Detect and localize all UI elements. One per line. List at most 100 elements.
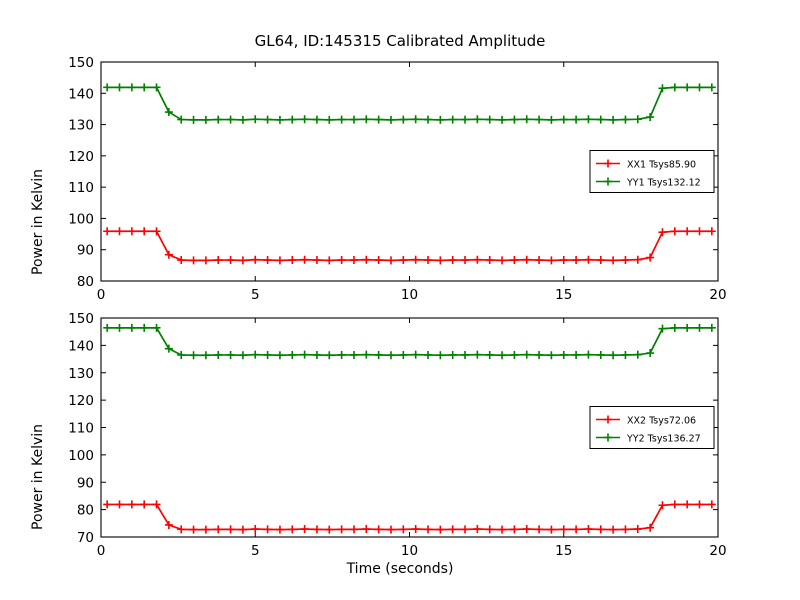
data-point-marker: [189, 115, 198, 124]
legend-entry-label: YY2 Tsys136.27: [626, 434, 701, 445]
data-point-marker: [461, 115, 470, 124]
data-point-marker: [288, 525, 297, 534]
data-point-marker: [325, 525, 334, 534]
data-point-marker: [436, 256, 445, 265]
data-point-marker: [522, 115, 531, 124]
data-point-marker: [658, 324, 667, 333]
data-point-marker: [572, 115, 581, 124]
data-point-marker: [572, 256, 581, 265]
data-point-marker: [201, 115, 210, 124]
legend-entry-label: YY1 Tsys132.12: [626, 178, 701, 189]
data-point-marker: [473, 115, 482, 124]
y-tick-label: 90: [77, 243, 94, 259]
y-tick-label: 80: [77, 274, 94, 290]
y-tick-label: 150: [68, 55, 94, 71]
data-point-marker: [399, 115, 408, 124]
data-point-marker: [152, 227, 161, 236]
data-point-marker: [152, 500, 161, 509]
data-point-marker: [473, 350, 482, 359]
x-tick-label: 10: [401, 543, 418, 559]
data-point-marker: [189, 525, 198, 534]
data-point-marker: [263, 525, 272, 534]
data-point-marker: [115, 500, 124, 509]
data-point-marker: [572, 350, 581, 359]
data-point-marker: [473, 525, 482, 534]
data-point-marker: [312, 350, 321, 359]
x-tick-label: 5: [251, 543, 260, 559]
data-point-marker: [103, 227, 112, 236]
data-point-marker: [498, 115, 507, 124]
data-point-marker: [312, 525, 321, 534]
y-tick-label: 120: [68, 149, 94, 165]
data-point-marker: [646, 349, 655, 358]
x-tick-label: 0: [97, 287, 106, 303]
legend[interactable]: XX1 Tsys85.90 YY1 Tsys132.12: [589, 150, 715, 193]
data-point-marker: [115, 83, 124, 92]
data-point-marker: [535, 115, 544, 124]
data-point-marker: [683, 500, 692, 509]
data-point-marker: [275, 525, 284, 534]
data-point-marker: [312, 256, 321, 265]
data-point-marker: [226, 115, 235, 124]
legend-entry-label: XX2 Tsys72.06: [627, 416, 696, 427]
data-point-marker: [325, 351, 334, 360]
data-point-marker: [337, 256, 346, 265]
data-point-marker: [596, 525, 605, 534]
data-point-marker: [214, 525, 223, 534]
y-tick-label: 100: [68, 448, 94, 464]
data-point-marker: [596, 350, 605, 359]
data-point-marker: [386, 256, 395, 265]
data-point-marker: [596, 115, 605, 124]
data-point-marker: [164, 344, 173, 353]
data-point-marker: [201, 256, 210, 265]
data-point-marker: [670, 83, 679, 92]
x-tick-label: 20: [709, 543, 726, 559]
data-point-marker: [670, 323, 679, 332]
data-point-marker: [238, 525, 247, 534]
data-point-marker: [386, 351, 395, 360]
data-point-marker: [411, 115, 420, 124]
data-point-marker: [201, 525, 210, 534]
data-point-marker: [522, 350, 531, 359]
data-point-marker: [646, 113, 655, 122]
data-point-marker: [633, 255, 642, 264]
data-point-marker: [559, 115, 568, 124]
data-point-marker: [362, 115, 371, 124]
data-point-marker: [547, 256, 556, 265]
legend[interactable]: XX2 Tsys72.06 YY2 Tsys136.27: [589, 406, 715, 449]
y-tick-label: 70: [77, 530, 94, 546]
data-point-marker: [214, 350, 223, 359]
data-point-marker: [559, 256, 568, 265]
data-point-marker: [485, 256, 494, 265]
data-point-marker: [633, 115, 642, 124]
data-point-marker: [695, 227, 704, 236]
data-point-marker: [325, 256, 334, 265]
data-point-marker: [300, 525, 309, 534]
data-point-marker: [498, 525, 507, 534]
data-point-marker: [609, 351, 618, 360]
data-point-marker: [695, 500, 704, 509]
x-tick-label: 0: [97, 543, 106, 559]
data-point-marker: [448, 525, 457, 534]
data-point-marker: [189, 351, 198, 360]
data-point-marker: [670, 227, 679, 236]
data-point-marker: [349, 115, 358, 124]
data-point-marker: [485, 350, 494, 359]
data-point-marker: [201, 351, 210, 360]
data-point-marker: [312, 115, 321, 124]
data-point-marker: [275, 256, 284, 265]
data-point-marker: [263, 350, 272, 359]
y-tick-label: 150: [68, 311, 94, 327]
data-point-marker: [572, 525, 581, 534]
data-point-marker: [238, 115, 247, 124]
data-point-marker: [127, 227, 136, 236]
data-point-marker: [103, 83, 112, 92]
data-point-marker: [177, 525, 186, 534]
data-point-marker: [189, 256, 198, 265]
y-tick-label: 130: [68, 118, 94, 134]
x-axis-label: Time (seconds): [346, 561, 454, 577]
data-series: [103, 500, 716, 534]
y-tick-label: 110: [68, 180, 94, 196]
data-point-marker: [411, 350, 420, 359]
data-point-marker: [633, 525, 642, 534]
